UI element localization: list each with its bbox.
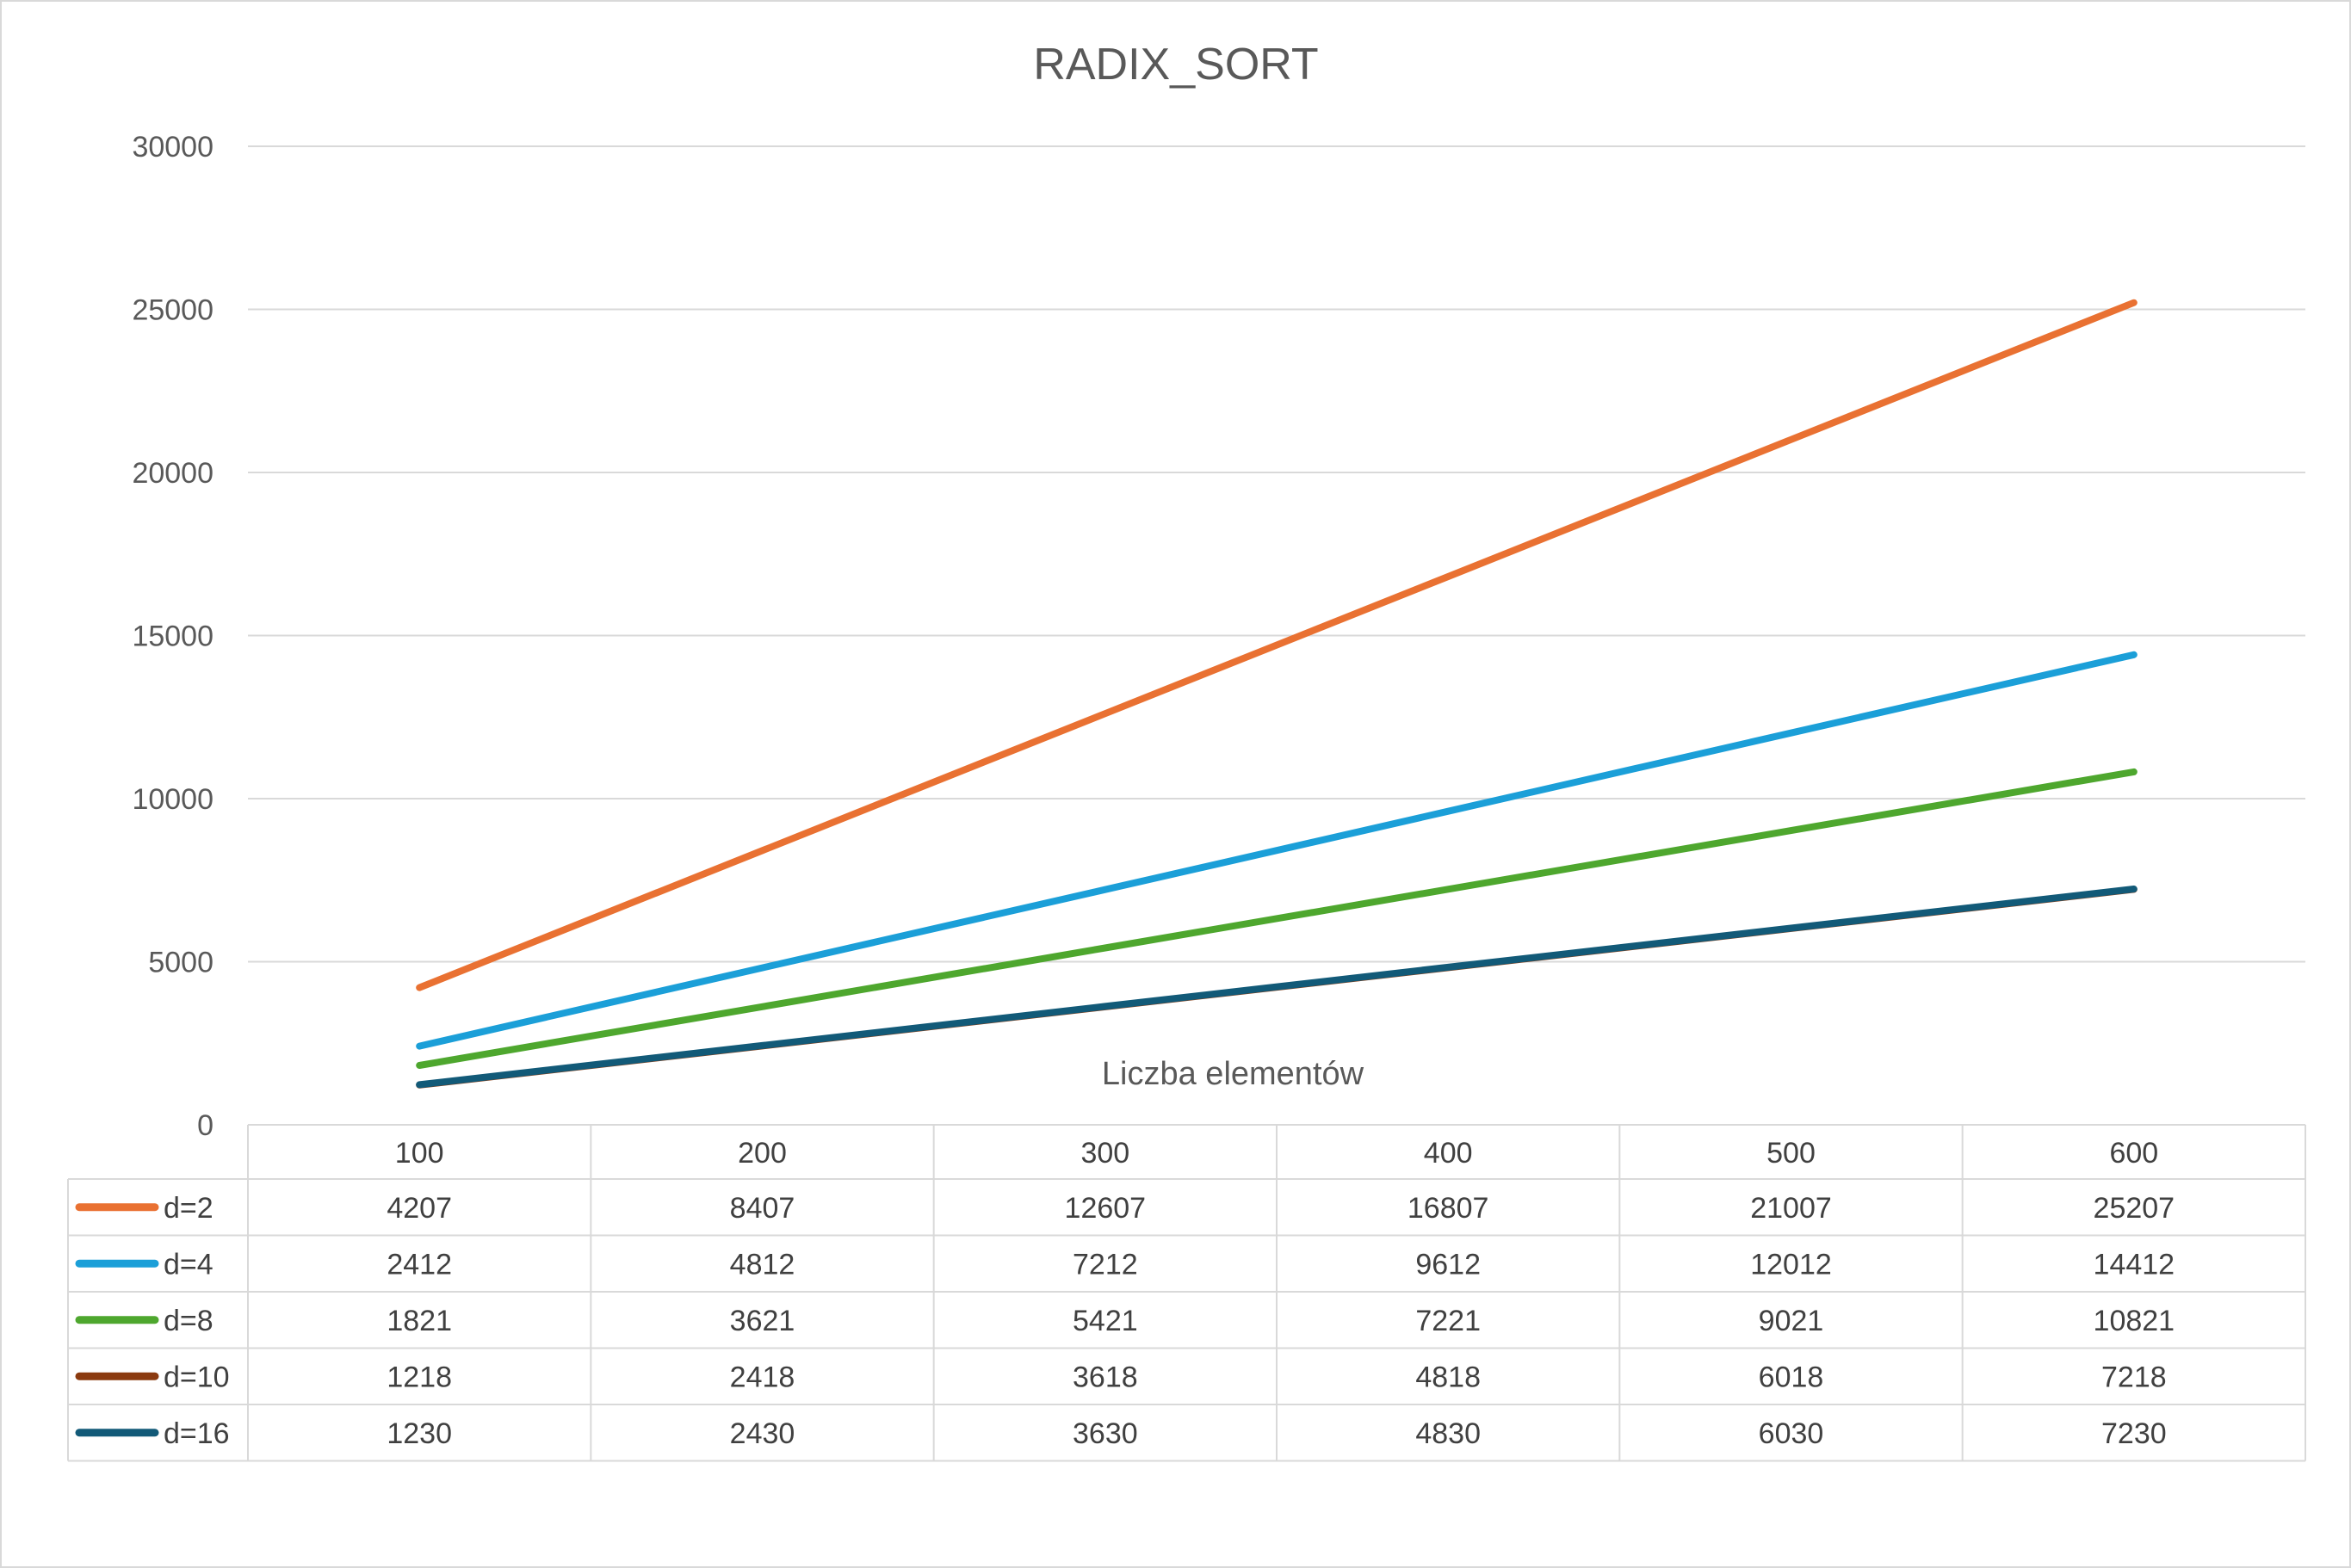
legend-series-label: d=8 [164, 1305, 213, 1337]
y-tick-label: 20000 [132, 457, 213, 490]
x-category-label: 300 [1080, 1137, 1129, 1170]
table-cell-value: 3621 [730, 1305, 795, 1337]
data-table: 100 200 300 400 500 600 d=2 4207 8407 12607 16807 2… [67, 1124, 2306, 1462]
series-line [416, 768, 2138, 1069]
table-cell-value: 6018 [1759, 1361, 1824, 1393]
table-cell-value: 4812 [730, 1248, 795, 1281]
x-axis-title: Liczba elementów [1102, 1056, 1364, 1092]
table-cell-value: 5421 [1073, 1305, 1138, 1337]
table-cell-value: 2430 [730, 1417, 795, 1450]
legend-series-label: d=4 [164, 1248, 213, 1281]
table-cell-value: 9612 [1415, 1248, 1481, 1281]
legend-series-label: d=2 [164, 1192, 213, 1225]
table-cell-value: 1218 [387, 1361, 452, 1393]
table-cell-value: 4207 [387, 1192, 452, 1225]
series-lines [416, 299, 2138, 1089]
table-cell-value: 1821 [387, 1305, 452, 1337]
table-cell-value: 1230 [387, 1417, 452, 1450]
table-cell-value: 3630 [1073, 1417, 1138, 1450]
table-cell-value: 10821 [2094, 1305, 2175, 1337]
series-line [416, 651, 2138, 1050]
x-category-label: 500 [1766, 1137, 1816, 1170]
table-cell-value: 25207 [2094, 1192, 2175, 1225]
x-category-label: 100 [395, 1137, 444, 1170]
table-cell-value: 3618 [1073, 1361, 1138, 1393]
table-cell-value: 12012 [1750, 1248, 1832, 1281]
legend-series-label: d=10 [164, 1361, 230, 1393]
table-cell-value: 7230 [2101, 1417, 2167, 1450]
gridlines [248, 145, 2305, 963]
y-tick-label: 10000 [132, 783, 213, 816]
x-category-label: 200 [738, 1137, 787, 1170]
table-cell-value: 14412 [2094, 1248, 2175, 1281]
table-cell-value: 9021 [1759, 1305, 1824, 1337]
y-axis-tick-labels: 0 5000 10000 15000 20000 25000 30000 [132, 131, 213, 1142]
table-cell-value: 12607 [1065, 1192, 1147, 1225]
table-cell-value: 16807 [1408, 1192, 1489, 1225]
y-tick-label: 15000 [132, 620, 213, 653]
series-line [416, 299, 2138, 991]
y-tick-label: 5000 [148, 947, 213, 979]
x-category-label: 400 [1424, 1137, 1473, 1170]
table-cell-value: 6030 [1759, 1417, 1824, 1450]
y-tick-label: 30000 [132, 131, 213, 164]
table-cell-value: 8407 [730, 1192, 795, 1225]
legend-series-label: d=16 [164, 1417, 230, 1450]
series-line [416, 886, 2138, 1089]
table-cell-value: 7212 [1073, 1248, 1138, 1281]
table-cell-value: 4818 [1415, 1361, 1481, 1393]
y-tick-label: 25000 [132, 294, 213, 327]
chart-title: RADIX_SORT [1033, 40, 1318, 90]
table-cell-value: 21007 [1750, 1192, 1832, 1225]
x-category-label: 600 [2109, 1137, 2158, 1170]
table-cell-value: 4830 [1415, 1417, 1481, 1450]
table-cell-value: 2418 [730, 1361, 795, 1393]
y-tick-label: 0 [197, 1109, 213, 1142]
table-cell-value: 7218 [2101, 1361, 2167, 1393]
table-cell-value: 7221 [1415, 1305, 1481, 1337]
table-cell-value: 2412 [387, 1248, 452, 1281]
